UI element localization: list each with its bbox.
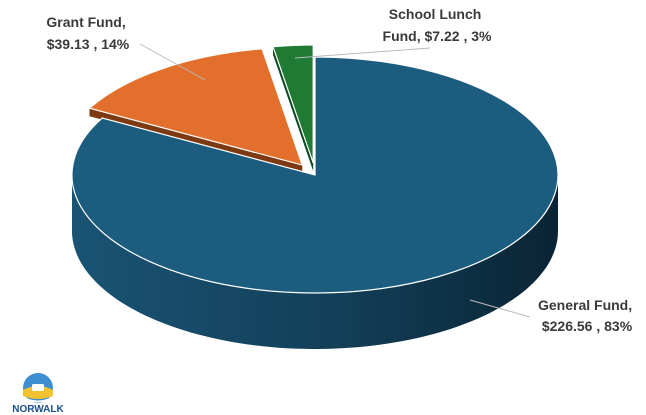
label-school-lunch-fund-line2: Fund, $7.22 , 3% [383, 28, 492, 44]
slice-general-fund [71, 56, 559, 294]
label-grant-fund-line1: Grant Fund, [46, 14, 125, 30]
leader-general-fund [469, 299, 531, 318]
norwalk-logo: NORWALK [12, 373, 65, 415]
slice-school-lunch-fund [272, 44, 314, 164]
label-school-lunch-fund-line1: School Lunch [389, 6, 482, 22]
label-grant-fund-line2: $39.13 , 14% [47, 36, 130, 52]
leader-grant-fund [139, 43, 206, 81]
label-general-fund-line1: General Fund, [538, 297, 632, 313]
label-school-lunch-fund: School Lunch Fund, $7.22 , 3% [383, 6, 492, 44]
slice-side-general-fund [72, 173, 558, 349]
label-general-fund-line2: $226.56 , 83% [542, 318, 633, 334]
leader-school-lunch-fund [294, 47, 431, 59]
svg-text:NORWALK: NORWALK [12, 404, 64, 415]
pie-slices [71, 44, 559, 349]
slice-edge-school-lunch-fund [273, 46, 314, 171]
label-general-fund: General Fund, $226.56 , 83% [538, 297, 636, 334]
label-leader-lines [139, 43, 531, 318]
slice-grant-fund [88, 48, 304, 166]
label-grant-fund: Grant Fund, $39.13 , 14% [46, 14, 129, 52]
